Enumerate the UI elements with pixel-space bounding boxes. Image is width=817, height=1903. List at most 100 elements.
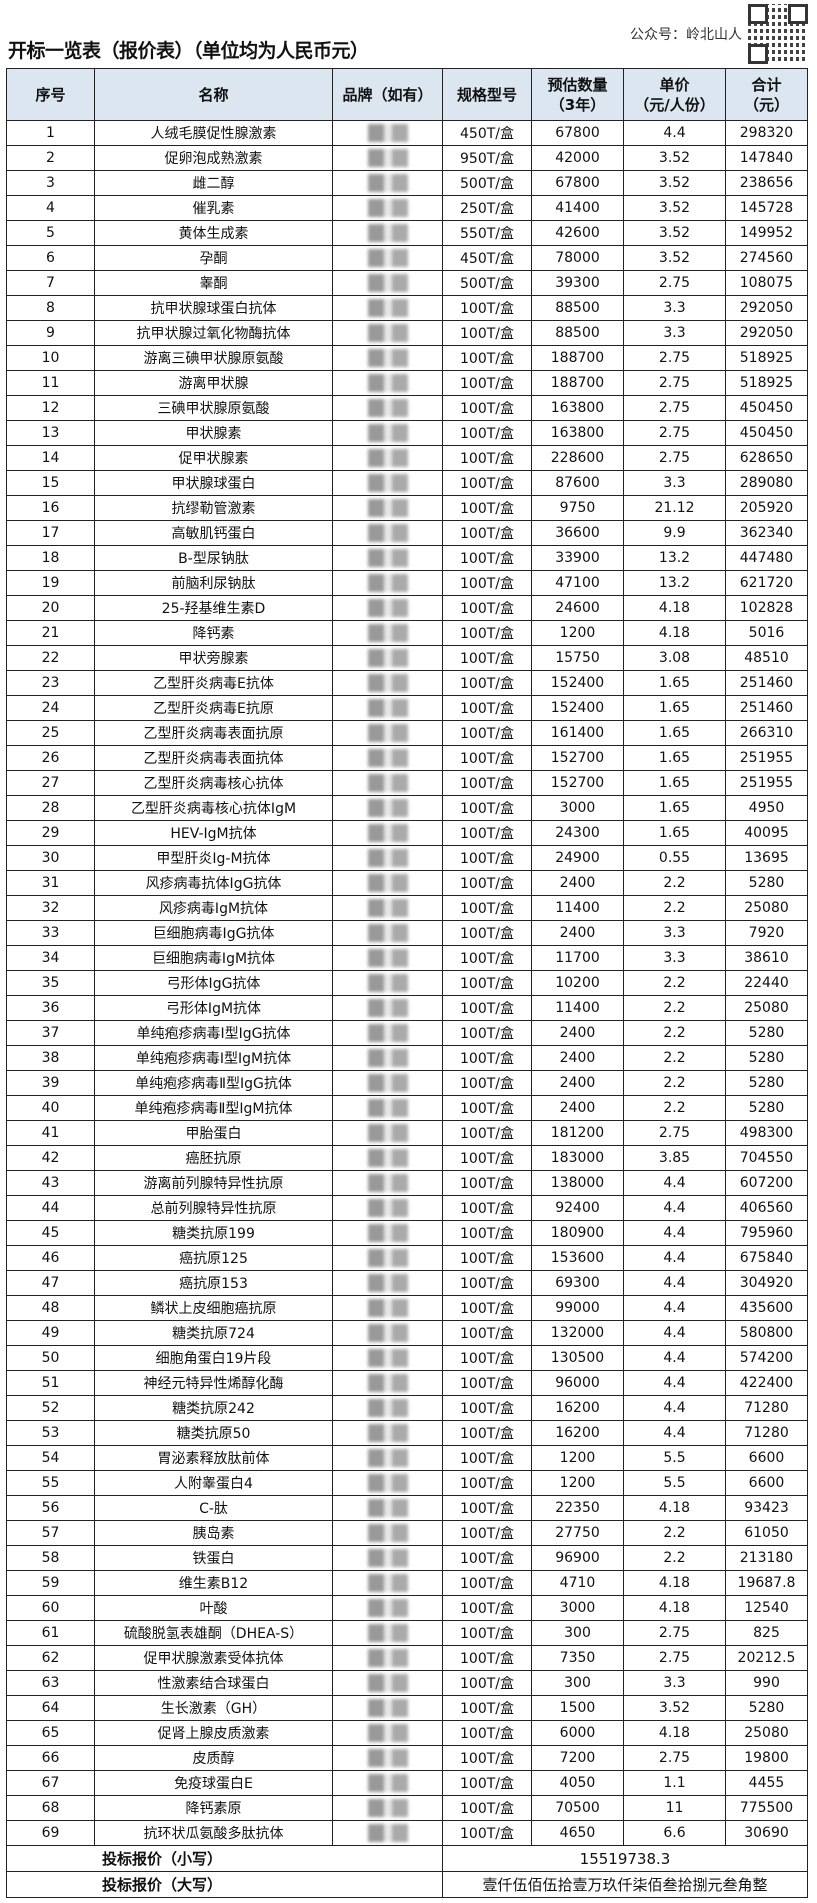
unit-price-cell: 5.5 [623,1445,726,1471]
redaction-blur [367,1274,408,1292]
total-cell: 251460 [725,695,808,721]
brand-cell-redacted [332,870,443,896]
table-row: 37 单纯疱疹病毒Ⅰ型IgG抗体 100T/盒 2400 2.2 5280 [6,1020,808,1046]
name-cell: 降钙素原 [94,1795,333,1821]
unit-price-cell: 2.75 [623,445,726,471]
unit-price-cell: 13.2 [623,545,726,571]
unit-price-cell: 0.55 [623,845,726,871]
index-cell: 35 [6,970,95,996]
table-row: 2 促卵泡成熟激素 950T/盒 42000 3.52 147840 [6,145,808,171]
brand-cell-redacted [332,1270,443,1296]
unit-price-cell: 2.75 [623,1745,726,1771]
name-cell: 三碘甲状腺原氨酸 [94,395,333,421]
table-row: 60 叶酸 100T/盒 3000 4.18 12540 [6,1595,808,1621]
brand-cell-redacted [332,1345,443,1371]
quantity-cell: 152700 [531,770,624,796]
index-cell: 44 [6,1195,95,1221]
spec-cell: 100T/盒 [442,570,532,596]
total-cell: 251955 [725,770,808,796]
brand-cell-redacted [332,1370,443,1396]
redaction-blur [367,1624,408,1642]
unit-price-cell: 3.3 [623,920,726,946]
index-cell: 21 [6,620,95,646]
spec-cell: 100T/盒 [442,1420,532,1446]
brand-cell-redacted [332,1720,443,1746]
total-cell: 574200 [725,1345,808,1371]
index-cell: 13 [6,420,95,446]
index-cell: 45 [6,1220,95,1246]
redaction-blur [367,924,408,942]
spec-cell: 100T/盒 [442,1695,532,1721]
name-cell: 细胞角蛋白19片段 [94,1345,333,1371]
quantity-cell: 36600 [531,520,624,546]
name-cell: 胃泌素释放肽前体 [94,1445,333,1471]
name-cell: 癌抗原153 [94,1270,333,1296]
table-row: 11 游离甲状腺 100T/盒 188700 2.75 518925 [6,370,808,396]
brand-cell-redacted [332,895,443,921]
table-row: 46 癌抗原125 100T/盒 153600 4.4 675840 [6,1245,808,1271]
name-cell: 孕酮 [94,245,333,271]
brand-cell-redacted [332,195,443,221]
total-cell: 621720 [725,570,808,596]
redaction-blur [367,1374,408,1392]
spec-cell: 500T/盒 [442,270,532,296]
unit-price-cell: 1.1 [623,1770,726,1796]
total-cell: 251955 [725,745,808,771]
table-row: 27 乙型肝炎病毒核心抗体 100T/盒 152700 1.65 251955 [6,770,808,796]
table-row: 45 糖类抗原199 100T/盒 180900 4.4 795960 [6,1220,808,1246]
quantity-cell: 153600 [531,1245,624,1271]
spec-cell: 100T/盒 [442,1270,532,1296]
total-cell: 580800 [725,1320,808,1346]
index-cell: 1 [6,120,95,146]
quantity-cell: 152400 [531,670,624,696]
spec-cell: 100T/盒 [442,1245,532,1271]
table-row: 7 睾酮 500T/盒 39300 2.75 108075 [6,270,808,296]
name-cell: 叶酸 [94,1595,333,1621]
redaction-blur [367,1574,408,1592]
unit-price-cell: 1.65 [623,745,726,771]
table-row: 52 糖类抗原242 100T/盒 16200 4.4 71280 [6,1395,808,1421]
table-row: 19 前脑利尿钠肽 100T/盒 47100 13.2 621720 [6,570,808,596]
name-cell: 鳞状上皮细胞癌抗原 [94,1295,333,1321]
redaction-blur [367,724,408,742]
index-cell: 37 [6,1020,95,1046]
total-cell: 298320 [725,120,808,146]
table-row: 59 维生素B12 100T/盒 4710 4.18 19687.8 [6,1570,808,1596]
unit-price-cell: 2.2 [623,1020,726,1046]
brand-cell-redacted [332,495,443,521]
table-row: 44 总前列腺特异性抗原 100T/盒 92400 4.4 406560 [6,1195,808,1221]
index-cell: 49 [6,1320,95,1346]
name-cell: 单纯疱疹病毒Ⅱ型IgM抗体 [94,1095,333,1121]
total-cell: 238656 [725,170,808,196]
redaction-blur [367,399,408,417]
table-row: 36 弓形体IgM抗体 100T/盒 11400 2.2 25080 [6,995,808,1021]
brand-cell-redacted [332,1495,443,1521]
index-cell: 53 [6,1420,95,1446]
spec-cell: 100T/盒 [442,1395,532,1421]
spec-cell: 500T/盒 [442,170,532,196]
index-cell: 25 [6,720,95,746]
table-row: 20 25-羟基维生素D 100T/盒 24600 4.18 102828 [6,595,808,621]
unit-price-cell: 2.75 [623,420,726,446]
redaction-blur [367,1224,408,1242]
quantity-cell: 24600 [531,595,624,621]
unit-price-cell: 4.4 [623,1195,726,1221]
quantity-cell: 2400 [531,1045,624,1071]
redaction-blur [367,1749,408,1767]
quantity-cell: 163800 [531,395,624,421]
index-cell: 26 [6,745,95,771]
table-row: 35 弓形体IgG抗体 100T/盒 10200 2.2 22440 [6,970,808,996]
page-title: 开标一览表（报价表）（单位均为人民币元） [8,40,369,62]
quantity-cell: 7200 [531,1745,624,1771]
quantity-cell: 2400 [531,1070,624,1096]
index-cell: 36 [6,995,95,1021]
quantity-cell: 47100 [531,570,624,596]
table-row: 65 促肾上腺皮质激素 100T/盒 6000 4.18 25080 [6,1720,808,1746]
quantity-cell: 22350 [531,1495,624,1521]
brand-cell-redacted [332,1520,443,1546]
redaction-blur [367,249,408,267]
name-cell: 甲状旁腺素 [94,645,333,671]
index-cell: 15 [6,470,95,496]
spec-cell: 100T/盒 [442,1570,532,1596]
total-cell: 19687.8 [725,1570,808,1596]
